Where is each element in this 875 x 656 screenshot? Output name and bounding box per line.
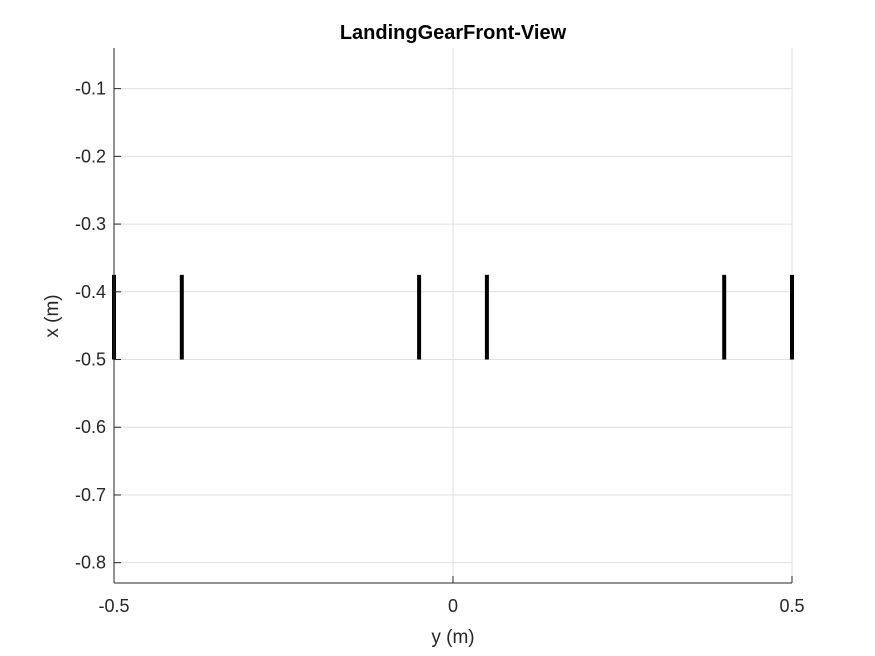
y-tick-label: -0.2 [75, 146, 106, 166]
y-ticks: -0.1 -0.2 -0.3 -0.4 -0.5 -0.6 -0.7 -0.8 [75, 79, 121, 573]
x-tick-label: 0.5 [779, 596, 804, 616]
x-tick-label: -0.5 [98, 596, 129, 616]
x-tick-label: 0 [448, 596, 458, 616]
x-ticks: -0.5 0 0.5 [98, 576, 805, 616]
plot-area: -0.5 0 0.5 -0.1-0.2-0.3-0.4-0.5-0.6-0.7-0.… [75, 48, 805, 616]
y-tick-label: -0.1 [75, 79, 106, 99]
chart-title: LandingGearFront-View [340, 22, 567, 44]
y-tick-label: -0.3 [75, 214, 106, 234]
y-tick-label: -0.6 [75, 417, 106, 437]
y-tick-label: -0.8 [75, 553, 106, 573]
y-axis-label: x (m) [42, 294, 63, 337]
y-tick-label: -0.7 [75, 485, 106, 505]
y-grid [114, 88, 792, 564]
y-tick-label: -0.5 [75, 350, 106, 370]
y-tick-label: -0.4 [75, 282, 106, 302]
x-axis-label: y (m) [431, 627, 474, 648]
